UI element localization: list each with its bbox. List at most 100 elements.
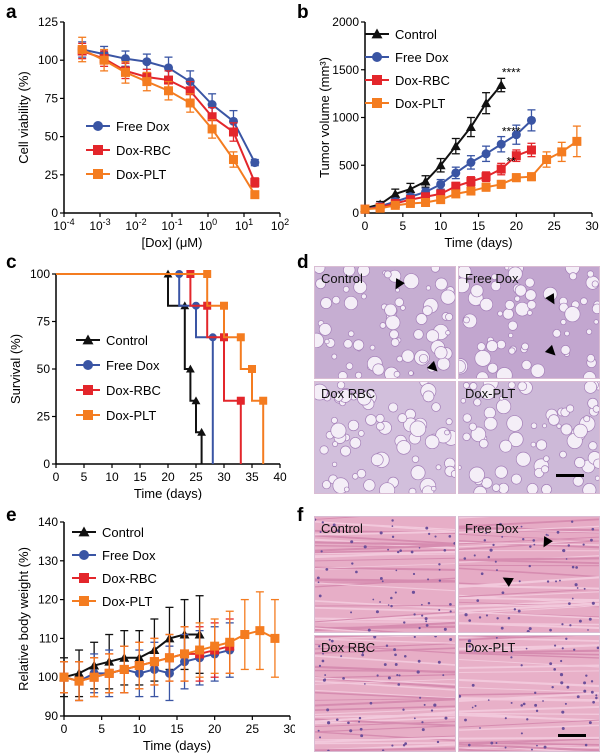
alveolus (434, 346, 448, 360)
legend-marker (79, 550, 89, 560)
alveolus (586, 270, 594, 278)
arrowhead-shape (395, 278, 405, 290)
nucleus (335, 718, 339, 721)
nucleus (496, 617, 499, 620)
nucleus (588, 721, 592, 725)
alveolus (564, 306, 581, 323)
x-tick-label: 15 (170, 722, 184, 736)
nucleus (427, 602, 431, 605)
alveolus (506, 415, 523, 432)
nucleus (489, 548, 493, 552)
data-point (466, 186, 476, 196)
nucleus (504, 746, 507, 749)
alveolus (408, 370, 414, 376)
nucleus (424, 617, 428, 621)
alveolus (445, 330, 451, 336)
nucleus (420, 603, 423, 606)
nucleus (391, 525, 394, 527)
alveolus (586, 354, 595, 363)
data-point (225, 637, 235, 647)
x-tick-label: 10-1 (161, 217, 182, 233)
alveolus (440, 289, 455, 305)
muscle-fiber (315, 544, 455, 552)
nucleus (471, 683, 475, 687)
alveolus (343, 295, 359, 311)
muscle-fiber (459, 659, 599, 668)
arrowhead-marker (426, 360, 438, 372)
nucleus (411, 590, 416, 594)
y-tick-label: 110 (39, 631, 58, 645)
histology-image-control: Control (314, 516, 456, 633)
x-tick-label: 10-3 (89, 217, 110, 233)
nucleus (547, 534, 549, 537)
alveolus (349, 437, 362, 449)
nucleus (390, 604, 393, 608)
nucleus (381, 749, 385, 751)
muscle-fiber (459, 636, 577, 641)
nucleus (528, 627, 532, 631)
nucleus (556, 530, 560, 534)
alveolus (560, 345, 571, 355)
nucleus (376, 674, 379, 677)
alveolus (390, 338, 400, 347)
data-point (250, 177, 260, 187)
x-tick-label: 25 (189, 470, 203, 484)
nucleus (463, 557, 467, 560)
alveolus (496, 367, 513, 378)
alveolus (318, 323, 332, 336)
nucleus (464, 613, 468, 617)
legend-label: Control (102, 525, 144, 540)
nucleus (504, 717, 507, 720)
arrowhead-shape (543, 536, 553, 548)
nucleus (417, 659, 421, 663)
alveolus (421, 485, 435, 493)
muscle-fiber (315, 617, 455, 622)
alveolus (410, 465, 426, 481)
alveolus (514, 301, 530, 317)
nucleus (404, 742, 408, 745)
nucleus (350, 540, 354, 544)
muscle-fiber (315, 520, 455, 533)
muscle-fiber (459, 678, 599, 688)
data-point (104, 668, 114, 678)
nucleus (315, 518, 317, 521)
alveolus (337, 382, 346, 390)
data-point (185, 86, 195, 96)
muscle-fiber (459, 712, 599, 715)
y-tick-label: 0 (43, 457, 50, 471)
nucleus (474, 704, 477, 707)
nucleus (340, 655, 343, 658)
alveolus (415, 313, 428, 325)
chart-e-body-weight: 90 100 110 120 130 140 0 5 10 15 20 25 30 Time (days)… (16, 515, 295, 753)
alveolus (408, 487, 417, 493)
histology-image-dox-plt: Dox-PLT (458, 381, 600, 494)
nucleus (571, 565, 575, 569)
alveolus (560, 319, 567, 326)
data-point (451, 168, 461, 178)
data-point (526, 115, 536, 125)
alveolus (548, 414, 560, 426)
nucleus (425, 620, 428, 623)
legend-marker (83, 360, 93, 370)
legend-label: Free Dox (395, 50, 449, 65)
nucleus (393, 648, 397, 652)
nucleus (468, 645, 472, 648)
muscle-fiber (459, 636, 523, 640)
muscle-fiber (459, 686, 599, 693)
nucleus (433, 703, 437, 707)
nucleus (330, 639, 334, 643)
nucleus (322, 652, 324, 655)
nucleus (485, 532, 488, 535)
y-tick-label: 100 (38, 670, 58, 684)
muscle-fiber (459, 692, 599, 702)
histology-label: Control (321, 521, 363, 536)
alveolus (372, 363, 385, 376)
muscle-fiber (315, 606, 455, 613)
alveolus (413, 329, 424, 340)
y-tick-label: 25 (45, 168, 59, 182)
muscle-fiber (315, 705, 455, 711)
nucleus (468, 743, 471, 747)
nucleus (416, 670, 420, 674)
nucleus (359, 727, 363, 731)
nucleus (473, 649, 476, 652)
